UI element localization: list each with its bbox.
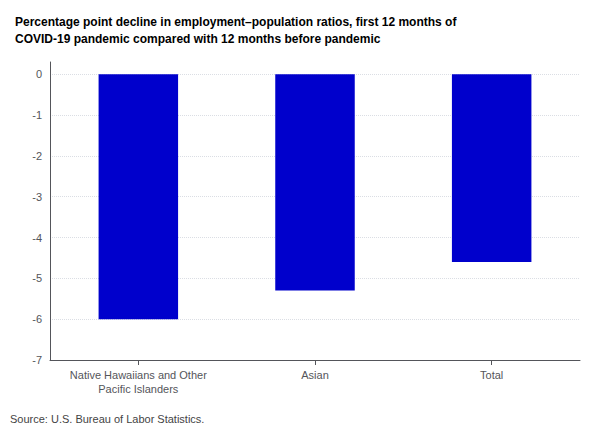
svg-text:-7: -7	[32, 354, 42, 366]
svg-text:-1: -1	[32, 109, 42, 121]
svg-text:-4: -4	[32, 232, 42, 244]
svg-text:Asian: Asian	[301, 369, 329, 381]
svg-text:-5: -5	[32, 272, 42, 284]
svg-text:Total: Total	[480, 369, 503, 381]
svg-text:0: 0	[36, 68, 42, 80]
svg-text:Percentage point decline in em: Percentage point decline in employment–p…	[15, 15, 457, 29]
svg-text:-3: -3	[32, 191, 42, 203]
svg-text:-2: -2	[32, 150, 42, 162]
svg-text:Native Hawaiians and Other: Native Hawaiians and Other	[70, 369, 207, 381]
svg-text:COVID-19 pandemic compared wit: COVID-19 pandemic compared with 12 month…	[15, 32, 381, 46]
svg-text:Source: U.S. Bureau of Labor S: Source: U.S. Bureau of Labor Statistics.	[10, 413, 204, 425]
svg-text:-6: -6	[32, 313, 42, 325]
svg-text:Pacific Islanders: Pacific Islanders	[98, 383, 179, 395]
